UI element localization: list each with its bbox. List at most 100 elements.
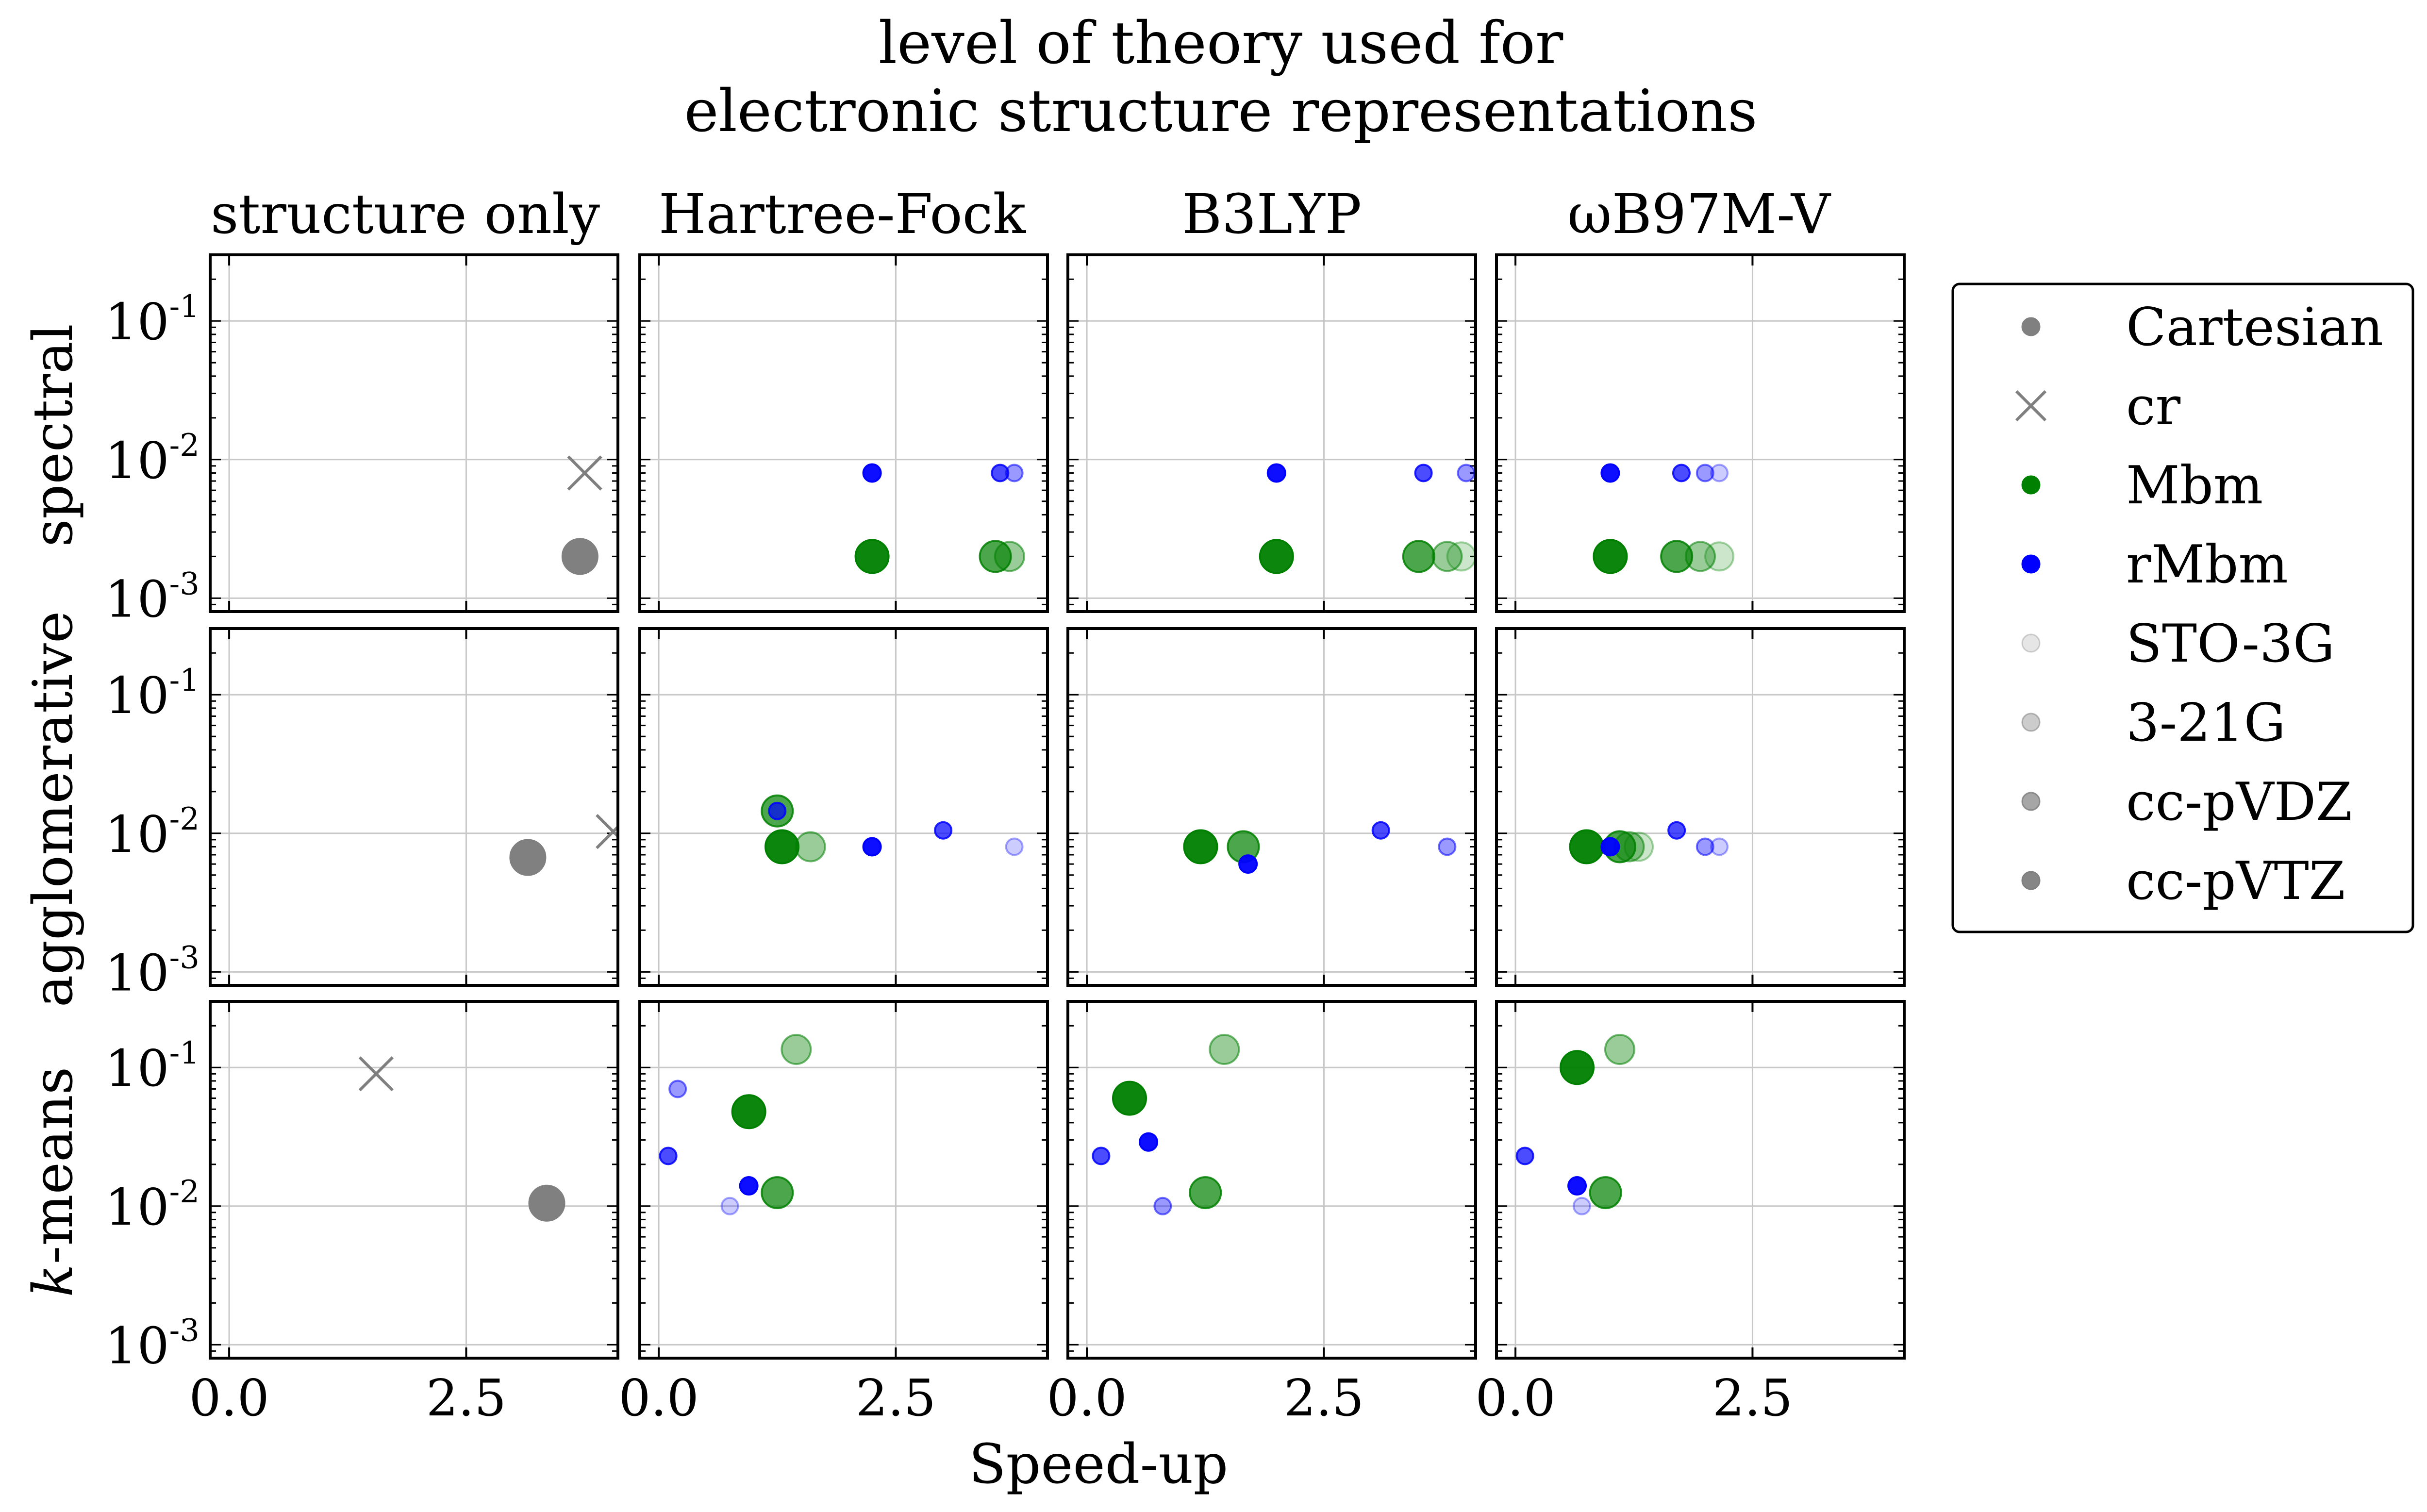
panel-r0-c2 bbox=[1066, 253, 1477, 613]
legend-frame bbox=[1951, 282, 2414, 933]
data-point-mbm-sto-3g bbox=[1704, 541, 1735, 572]
data-point-rmbm-cc-pvdz bbox=[1371, 821, 1390, 840]
y-tick-label: 10-2 bbox=[105, 1174, 199, 1237]
legend-label: cc-pVDZ bbox=[2126, 772, 2352, 832]
panel-points bbox=[1569, 821, 1729, 864]
data-point-mbm-cc-pvdz bbox=[1402, 540, 1435, 573]
panel-points bbox=[358, 1056, 565, 1222]
panel-r0-c1 bbox=[638, 253, 1049, 613]
panel-background bbox=[210, 629, 618, 985]
data-point-mbm-cc-pvtz bbox=[1569, 829, 1604, 864]
panel-points bbox=[659, 1034, 812, 1215]
legend-item-3-21g: 3-21G bbox=[2021, 693, 2286, 753]
x-tick-label: 0.0 bbox=[618, 1368, 698, 1428]
data-point-rmbm-cc-pvdz bbox=[659, 1146, 678, 1165]
data-point-rmbm-cc-pvtz bbox=[862, 463, 882, 483]
data-point-mbm-3-21g bbox=[1604, 1034, 1635, 1065]
data-point-rmbm-3-21g bbox=[1457, 464, 1476, 482]
data-point-rmbm-cc-pvdz bbox=[1672, 464, 1691, 482]
data-point-rmbm-sto-3g bbox=[1710, 837, 1729, 856]
data-point-rmbm-3-21g bbox=[1005, 464, 1024, 482]
panel-r1-c0: 10-3 10-2 10-1 bbox=[105, 627, 619, 1002]
legend-marker bbox=[2021, 871, 2041, 890]
panel-points bbox=[1593, 463, 1735, 574]
data-point-mbm-cc-pvtz bbox=[1560, 1050, 1595, 1085]
figure-title-line-1: level of theory used for bbox=[879, 10, 1563, 77]
legend-marker bbox=[2021, 554, 2041, 574]
data-point-mbm-cc-pvtz bbox=[765, 829, 800, 864]
x-tick-label: 0.0 bbox=[189, 1368, 269, 1428]
data-point-rmbm-cc-pvtz bbox=[1266, 463, 1286, 483]
x-tick-label: 0.0 bbox=[1047, 1368, 1127, 1428]
data-point-mbm-cc-pvtz bbox=[854, 539, 890, 574]
panel-points bbox=[1183, 821, 1457, 874]
data-point-mbm-cc-pvdz bbox=[1189, 1176, 1222, 1210]
panel-background bbox=[210, 1001, 618, 1358]
data-point-rmbm-sto-3g bbox=[1572, 1196, 1591, 1215]
legend-item-cc-pvtz: cc-pVTZ bbox=[2021, 851, 2345, 912]
panel-r0-c3 bbox=[1495, 253, 1906, 613]
data-point-rmbm-cc-pvdz bbox=[1092, 1146, 1111, 1165]
data-point-rmbm-cc-pvtz bbox=[1567, 1176, 1587, 1196]
legend-item-mbm: Mbm bbox=[2021, 455, 2263, 516]
column-title-wb97m-v: ωB97M-V bbox=[1567, 183, 1831, 246]
panel-background bbox=[1496, 255, 1904, 612]
y-tick-label: 10-1 bbox=[105, 289, 199, 351]
row-label-agglomerative: agglomerative bbox=[22, 611, 85, 1008]
data-point-rmbm-cc-pvtz bbox=[1139, 1132, 1159, 1152]
data-point-rmbm-sto-3g bbox=[720, 1196, 739, 1215]
panel-background bbox=[640, 1001, 1047, 1358]
data-point-cr bbox=[358, 1056, 394, 1092]
data-point-rmbm-cc-pvtz bbox=[1238, 854, 1258, 874]
row-label-k-means: k-means bbox=[22, 1067, 85, 1297]
panel-background bbox=[640, 629, 1047, 985]
data-point-rmbm-cc-pvdz bbox=[1414, 464, 1433, 482]
x-tick-label: 0.0 bbox=[1475, 1368, 1555, 1428]
legend-item-cartesian: Cartesian bbox=[2021, 297, 2383, 358]
panel-r2-c3: 0.0 2.5 bbox=[1475, 1000, 1906, 1428]
x-tick-label: 2.5 bbox=[1284, 1368, 1364, 1428]
x-axis-label: Speed-up bbox=[969, 1433, 1228, 1496]
y-tick-label: 10-2 bbox=[105, 801, 199, 864]
data-point-mbm-cc-pvtz bbox=[1112, 1080, 1147, 1116]
data-point-mbm-3-21g bbox=[1685, 541, 1716, 572]
data-point-rmbm-cc-pvdz bbox=[1667, 821, 1686, 840]
panel-background bbox=[1496, 629, 1904, 985]
data-point-mbm-cc-pvtz bbox=[731, 1094, 766, 1130]
panel-background bbox=[1496, 1001, 1904, 1358]
y-tick-label: 10-3 bbox=[105, 1313, 199, 1375]
panel-background bbox=[1068, 1001, 1476, 1358]
panel-frame bbox=[1495, 627, 1906, 987]
data-point-mbm-cc-pvtz bbox=[1183, 829, 1218, 864]
data-point-rmbm-cc-pvtz bbox=[1600, 837, 1620, 857]
data-point-cartesian bbox=[528, 1184, 565, 1222]
panel-frame bbox=[1066, 253, 1477, 613]
panel-frame bbox=[1495, 253, 1906, 613]
panel-points bbox=[854, 463, 1025, 574]
data-point-cr bbox=[567, 455, 602, 491]
data-point-rmbm-cc-pvtz bbox=[1600, 463, 1620, 483]
legend-marker bbox=[2021, 792, 2041, 811]
data-point-mbm-3-21g bbox=[1209, 1034, 1240, 1065]
y-tick-label: 10-3 bbox=[105, 940, 199, 1002]
data-point-rmbm-3-21g bbox=[668, 1080, 687, 1098]
panel-points bbox=[761, 794, 1024, 864]
data-point-cartesian bbox=[509, 839, 547, 876]
panel-frame bbox=[209, 1000, 619, 1360]
x-tick-label: 2.5 bbox=[1712, 1368, 1793, 1428]
legend-label: STO-3G bbox=[2126, 614, 2335, 674]
panel-frame bbox=[638, 627, 1049, 987]
panel-points bbox=[1259, 463, 1476, 574]
panel-frame bbox=[209, 627, 619, 987]
data-point-rmbm-cc-pvdz bbox=[1515, 1146, 1534, 1165]
data-point-mbm-cc-pvdz bbox=[1589, 1176, 1622, 1210]
data-point-mbm-3-21g bbox=[994, 541, 1025, 572]
data-point-mbm-cc-pvtz bbox=[1593, 539, 1628, 574]
data-point-rmbm-3-21g bbox=[1696, 837, 1714, 856]
legend-label: rMbm bbox=[2126, 534, 2288, 595]
data-point-mbm-3-21g bbox=[795, 831, 826, 863]
panel-frame bbox=[1066, 627, 1477, 987]
legend-item-rmbm: rMbm bbox=[2021, 534, 2288, 595]
legend-label: cc-pVTZ bbox=[2126, 851, 2345, 912]
